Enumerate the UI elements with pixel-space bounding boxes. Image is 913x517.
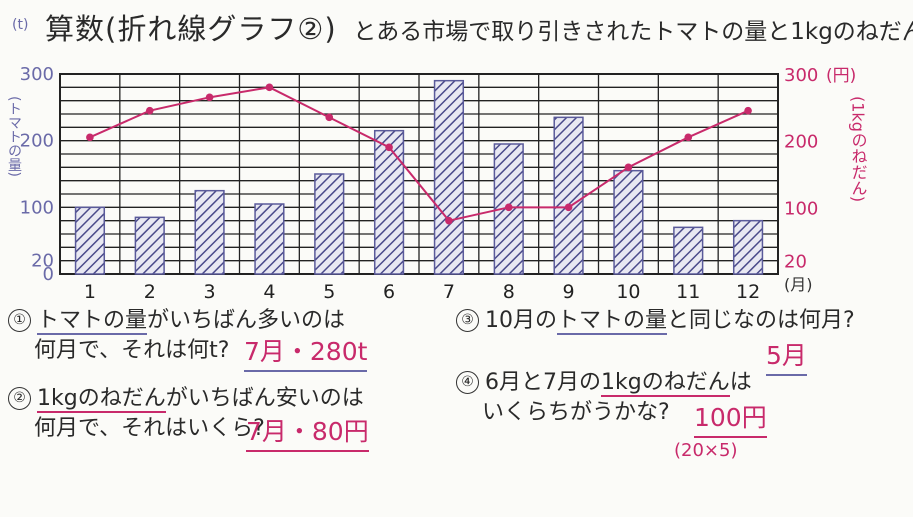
bar-month-2 [134, 216, 165, 275]
bar-month-7 [433, 79, 465, 275]
answer-underline [694, 436, 767, 438]
right-tick-label: 200 [784, 132, 818, 153]
price-point-month-12 [744, 106, 752, 115]
title-main: 算数(折れ線グラフ②) [45, 12, 337, 46]
x-tick-label: 5 [323, 281, 335, 303]
price-point-month-11 [684, 133, 693, 142]
x-tick-label: 1 [84, 281, 96, 303]
answer-underline [766, 374, 807, 376]
right-tick-label: 300 [784, 65, 818, 86]
price-point-month-2 [145, 106, 154, 115]
question-text: 10月の [485, 308, 557, 333]
price-point-month-3 [205, 93, 214, 102]
left-tick-label: 0 [43, 264, 54, 285]
x-tick-label: 12 [736, 281, 760, 303]
x-tick-label: 3 [204, 281, 216, 303]
answer-underline [246, 450, 369, 452]
right-axis-label: (1kgのねだん) [849, 96, 868, 202]
right-tick-label: 20 [784, 252, 807, 273]
bar-month-1 [74, 206, 106, 275]
left-tick-label: 200 [20, 131, 54, 152]
answer-2: 7月・80円 [246, 412, 369, 452]
question-number: ④ [456, 371, 479, 394]
question-keyword: 1kgのねだん [37, 386, 166, 413]
answer-text: 7月・280t [244, 337, 368, 366]
question-text-2: と同じなのは何月? [667, 308, 855, 333]
price-point-month-9 [564, 203, 573, 212]
bar-month-4 [254, 203, 285, 275]
question-3: ③ 10月のトマトの量と同じなのは何月? [456, 306, 855, 336]
left-axis-label: (トマトの量) [6, 96, 22, 177]
answer-3: 5月 [766, 336, 807, 376]
price-point-month-6 [385, 143, 393, 152]
price-point-month-8 [504, 203, 513, 212]
question-keyword: トマトの量 [37, 308, 148, 335]
price-point-month-5 [325, 113, 334, 122]
answer-4: 100円 [694, 398, 767, 438]
right-unit-label: (円) [826, 66, 856, 86]
left-tick-label: 20 [31, 251, 54, 272]
answer-text: 5月 [766, 341, 807, 370]
price-point-month-10 [624, 163, 633, 172]
price-point-month-7 [445, 216, 453, 225]
bar-month-3 [194, 189, 225, 275]
title-subtitle: とある市場で取り引きされたトマトの量と1kgのねだん [353, 19, 913, 45]
question-text: がいちばん多いのは [147, 308, 346, 333]
question-keyword: 1kgのねだん [601, 370, 730, 397]
page-title: (t) 算数(折れ線グラフ②) とある市場で取り引きされたトマトの量と1kgのね… [12, 6, 913, 48]
bar-month-11 [673, 226, 704, 275]
answer-1: 7月・280t [244, 332, 368, 372]
question-text: がいちばん安いのは [165, 386, 364, 411]
question-number: ③ [456, 309, 479, 332]
question-text-2: 何月で、それはいくら? [34, 416, 265, 441]
question-text-2: 何月で、それは何t? [34, 338, 230, 363]
question-keyword: トマトの量 [557, 308, 668, 335]
bar-month-10 [613, 169, 644, 275]
x-tick-label: 7 [443, 281, 455, 303]
x-tick-label: 9 [563, 281, 575, 303]
bar-month-6 [373, 129, 405, 275]
x-tick-label: 2 [144, 281, 156, 303]
question-text-2: は [729, 370, 752, 395]
bar-month-9 [553, 116, 584, 275]
question-number: ① [8, 309, 31, 332]
title-unit: (t) [12, 17, 29, 33]
question-2: ② 1kgのねだんがいちばん安いのは 何月で、それはいくら? [8, 384, 364, 444]
price-line [89, 86, 749, 222]
question-number: ② [8, 387, 31, 410]
x-tick-label: 4 [263, 281, 275, 303]
question-4: ④ 6月と7月の1kgのねだんは いくらちがうかな? [456, 368, 752, 428]
answer-text: 100円 [694, 403, 767, 432]
question-1: ① トマトの量がいちばん多いのは 何月で、それは何t? [8, 306, 345, 366]
x-tick-label: 8 [503, 281, 515, 303]
question-text: 6月と7月の [485, 370, 601, 395]
price-point-month-4 [265, 83, 274, 92]
bar-month-5 [314, 173, 345, 275]
x-tick-label: 6 [383, 281, 395, 303]
x-tick-label: 11 [676, 281, 700, 303]
right-tick-label: 100 [784, 198, 818, 219]
left-tick-label: 100 [20, 197, 54, 218]
bar-month-12 [732, 219, 764, 275]
left-tick-label: 300 [20, 64, 54, 85]
x-unit-label: (月) [784, 275, 813, 294]
answer-text: 7月・80円 [246, 417, 369, 446]
x-tick-label: 10 [616, 281, 640, 303]
answer-underline [244, 370, 368, 372]
price-point-month-1 [86, 133, 94, 142]
question-text-3: いくらちがうかな? [482, 400, 670, 425]
answer-4-note: (20×5) [674, 440, 738, 461]
